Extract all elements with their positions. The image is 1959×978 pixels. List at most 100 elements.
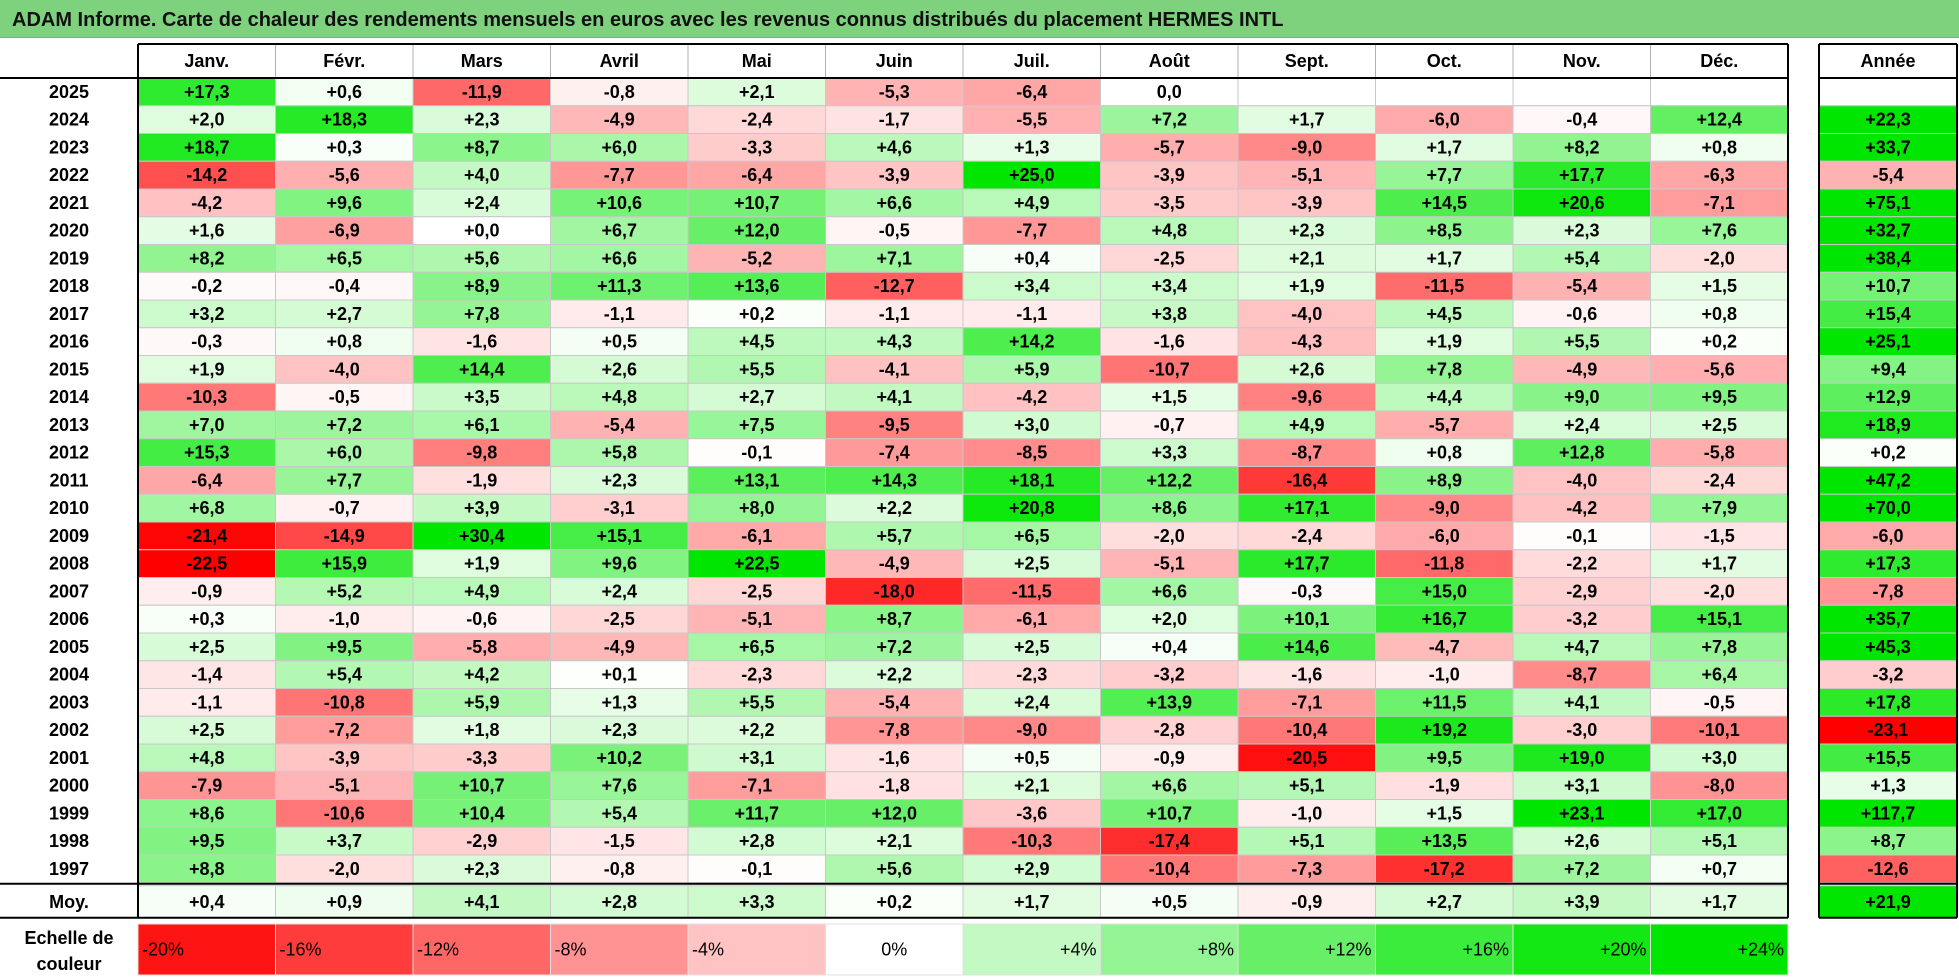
month-header: Août bbox=[1149, 51, 1190, 71]
heatmap-cell bbox=[412, 577, 551, 606]
cell-value: +2,6 bbox=[601, 359, 637, 379]
heatmap-cell bbox=[687, 355, 826, 384]
cell-value: -1,6 bbox=[1291, 665, 1322, 685]
cell-value: +1,9 bbox=[189, 359, 225, 379]
heatmap-cell bbox=[1237, 188, 1376, 218]
cell-value: +11,5 bbox=[1422, 692, 1467, 712]
cell-value: +2,4 bbox=[1564, 415, 1600, 435]
annual-value: +1,3 bbox=[1870, 776, 1906, 796]
cell-value: -2,4 bbox=[1704, 470, 1735, 490]
annual-cell bbox=[1818, 410, 1958, 440]
cell-value: -5,4 bbox=[1566, 276, 1597, 296]
cell-value: -1,6 bbox=[879, 748, 910, 768]
cell-value: +18,1 bbox=[1009, 470, 1055, 490]
cell-value: +4,2 bbox=[464, 665, 500, 685]
average-value: +0,5 bbox=[1151, 892, 1187, 912]
heatmap-cell bbox=[1512, 660, 1651, 689]
cell-value: +9,5 bbox=[1426, 748, 1462, 768]
cell-value: +1,9 bbox=[464, 554, 500, 574]
cell-value: -4,0 bbox=[329, 359, 360, 379]
heatmap-cell bbox=[1237, 382, 1376, 412]
heatmap-cell bbox=[137, 160, 276, 190]
heatmap-cell bbox=[1237, 438, 1376, 467]
cell-value: -6,4 bbox=[741, 165, 772, 185]
cell-value: +9,6 bbox=[601, 554, 637, 574]
cell-value: -5,6 bbox=[1704, 359, 1735, 379]
heatmap-cell bbox=[1237, 549, 1376, 578]
heatmap-cell bbox=[1650, 493, 1789, 523]
cell-value: -0,5 bbox=[329, 387, 360, 407]
month-header: Avril bbox=[600, 51, 639, 71]
annual-value: +70,0 bbox=[1865, 498, 1911, 518]
cell-value: +5,4 bbox=[326, 665, 362, 685]
cell-value: +4,8 bbox=[601, 387, 637, 407]
cell-value: -22,5 bbox=[186, 554, 227, 574]
month-header-cell bbox=[1237, 43, 1376, 79]
heatmap-cell bbox=[275, 826, 414, 856]
cell-value: +2,5 bbox=[1701, 415, 1737, 435]
scale-label-value: -4% bbox=[692, 940, 724, 960]
cell-value: +0,4 bbox=[1151, 637, 1187, 657]
cell-value: +1,6 bbox=[189, 221, 225, 241]
annual-cell bbox=[1818, 493, 1958, 523]
cell-value: -1,1 bbox=[879, 304, 910, 324]
heatmap-cell bbox=[1237, 826, 1376, 856]
heatmap-cell bbox=[962, 77, 1101, 107]
cell-value: -4,9 bbox=[604, 637, 635, 657]
month-header: Sept. bbox=[1285, 51, 1329, 71]
cell-value: -3,9 bbox=[1154, 165, 1185, 185]
scale-swatch bbox=[962, 923, 1101, 976]
cell-value: +2,7 bbox=[739, 387, 775, 407]
cell-value: +4,1 bbox=[876, 387, 912, 407]
cell-value: +13,5 bbox=[1421, 831, 1467, 851]
annual-value: -23,1 bbox=[1867, 720, 1908, 740]
cell-value: +7,5 bbox=[739, 415, 775, 435]
cell-value: -2,3 bbox=[741, 665, 772, 685]
heatmap-cell bbox=[550, 577, 689, 606]
cell-value: +6,5 bbox=[1014, 526, 1050, 546]
cell-value: +12,4 bbox=[1696, 110, 1742, 130]
year-label: 2005 bbox=[49, 637, 89, 657]
heatmap-cell bbox=[825, 493, 964, 523]
cell-value: +1,5 bbox=[1426, 803, 1462, 823]
annual-cell bbox=[1818, 299, 1958, 329]
cell-value: +8,0 bbox=[739, 498, 775, 518]
year-label: 2008 bbox=[49, 554, 89, 574]
heatmap-cell bbox=[1650, 604, 1789, 634]
heatmap-cell bbox=[825, 660, 964, 689]
heatmap-cell bbox=[1650, 632, 1789, 662]
cell-value: -2,3 bbox=[1016, 665, 1047, 685]
heatmap-cell bbox=[412, 77, 551, 107]
cell-value: -3,9 bbox=[329, 748, 360, 768]
cell-value: +6,8 bbox=[189, 498, 225, 518]
cell-value: -4,9 bbox=[1566, 359, 1597, 379]
heatmap-cell bbox=[550, 77, 689, 107]
heatmap-cell bbox=[687, 715, 826, 745]
annual-value: +38,4 bbox=[1865, 248, 1911, 268]
cell-value: -0,1 bbox=[1566, 526, 1597, 546]
cell-value: +2,4 bbox=[464, 193, 500, 213]
heatmap-cell bbox=[1650, 188, 1789, 218]
cell-value: +15,3 bbox=[184, 443, 230, 463]
cell-value: +6,1 bbox=[464, 415, 500, 435]
cell-value: +12,8 bbox=[1559, 443, 1605, 463]
cell-value: +14,3 bbox=[871, 470, 917, 490]
average-value: +2,8 bbox=[601, 892, 637, 912]
cell-value: +2,1 bbox=[1289, 248, 1325, 268]
heatmap-cell bbox=[687, 299, 826, 329]
heatmap-cell bbox=[550, 715, 689, 745]
cell-value: -10,8 bbox=[324, 692, 365, 712]
heatmap-cell bbox=[137, 549, 276, 578]
cell-value: +17,7 bbox=[1559, 165, 1605, 185]
heatmap-cell bbox=[825, 632, 964, 662]
heatmap-cell bbox=[1375, 771, 1514, 800]
year-label: 2022 bbox=[49, 165, 89, 185]
average-cell bbox=[962, 885, 1101, 919]
average-annual-value: +21,9 bbox=[1865, 892, 1911, 912]
heatmap-cell bbox=[1237, 604, 1376, 634]
heatmap-cell bbox=[1650, 577, 1789, 606]
cell-value: +2,9 bbox=[1014, 859, 1050, 879]
annual-cell bbox=[1818, 271, 1958, 301]
scale-label: couleur bbox=[36, 954, 101, 974]
cell-value: +20,8 bbox=[1009, 498, 1055, 518]
